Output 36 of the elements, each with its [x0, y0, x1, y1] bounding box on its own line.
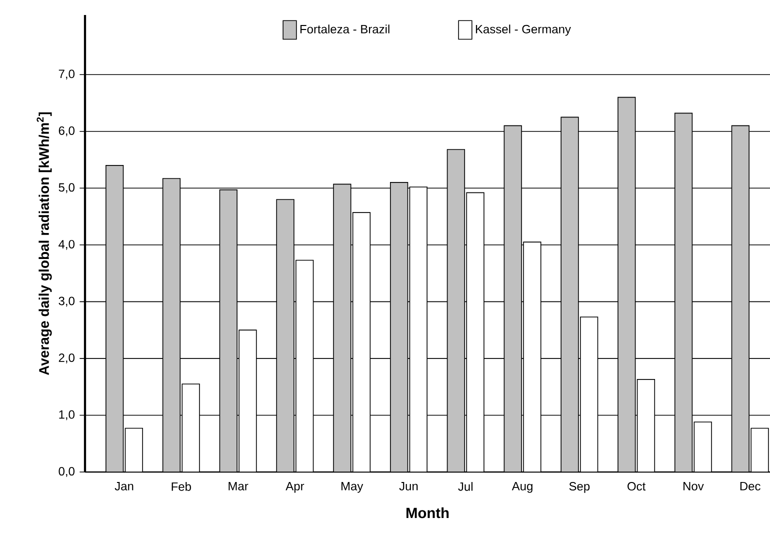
x-tick-label: May: [341, 482, 364, 493]
bar: [504, 125, 522, 472]
bar: [106, 165, 124, 472]
bar: [618, 96, 636, 472]
bar: [219, 189, 238, 472]
y-tick-label: 4,0: [58, 240, 74, 250]
legend-label: Fortaleza - Brazil: [300, 24, 390, 34]
x-tick-label: Oct: [628, 482, 646, 491]
y-axis-title: Average daily global radiation [kWh/m$^{2}$]: [36, 112, 52, 376]
x-tick-label: Dec: [740, 482, 760, 490]
y-tick-label: 1,0: [59, 410, 74, 420]
x-tick-label: Jul: [458, 482, 472, 491]
y-tick-label: 6,0: [58, 126, 74, 136]
bar: [446, 149, 466, 472]
bar: [390, 182, 408, 472]
x-tick-label: Sep: [569, 482, 590, 493]
y-tick-label: 7,0: [58, 70, 74, 80]
bar: [276, 199, 294, 472]
x-tick-label: Mar: [228, 482, 248, 490]
x-tick-label: Nov: [684, 482, 704, 490]
bar: [162, 178, 181, 472]
x-axis-title: Month: [406, 507, 449, 518]
bar: [731, 125, 750, 472]
y-tick-label: 0,0: [58, 467, 74, 477]
x-tick-label: Feb: [172, 482, 191, 491]
x-tick-label: Apr: [286, 482, 304, 493]
bar: [333, 184, 352, 472]
x-tick-label: Jun: [399, 482, 418, 490]
bar: [674, 112, 693, 472]
x-tick-label: Aug: [512, 482, 532, 493]
y-tick-label: 3,0: [58, 296, 74, 307]
y-tick-label: 2,0: [58, 353, 74, 364]
x-tick-label: Jan: [114, 482, 134, 490]
legend-label: Kassel - Germany: [476, 24, 571, 36]
y-tick-label: 5,0: [58, 183, 74, 194]
bar: [560, 116, 579, 472]
